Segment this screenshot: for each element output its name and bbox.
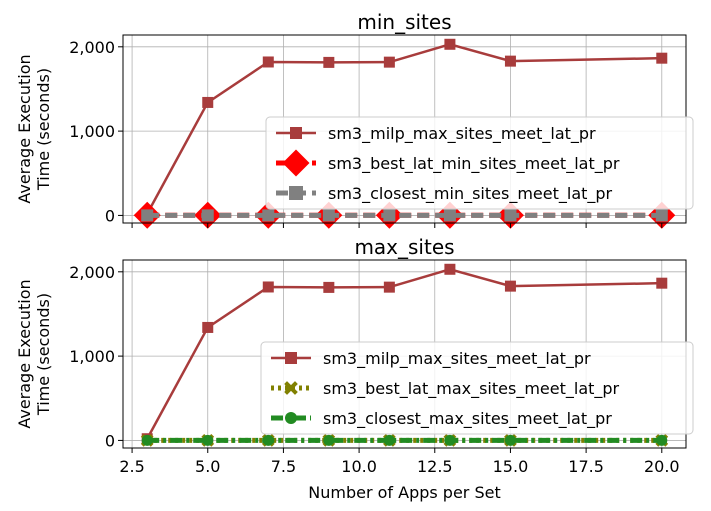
x-axis-label: Number of Apps per Set bbox=[308, 483, 500, 502]
x-tick-label: 17.5 bbox=[568, 457, 604, 476]
data-point bbox=[383, 209, 396, 222]
data-point bbox=[141, 209, 154, 222]
legend-marker bbox=[284, 381, 298, 395]
y-axis-label: Average ExecutionTime (seconds) bbox=[15, 279, 53, 428]
y-tick-label: 0 bbox=[105, 206, 115, 225]
legend-item: sm3_best_lat_max_sites_meet_lat_pr bbox=[271, 379, 620, 399]
legend-marker bbox=[290, 127, 302, 139]
data-point bbox=[656, 52, 668, 64]
legend-label: sm3_milp_max_sites_meet_lat_pr bbox=[323, 349, 591, 369]
series-line bbox=[146, 42, 662, 215]
x-tick-label: 20.0 bbox=[644, 457, 680, 476]
series-sm3-closest-min-sites-meet-lat-pr bbox=[141, 209, 668, 222]
data-point bbox=[202, 434, 214, 446]
data-point bbox=[323, 281, 335, 293]
legend-box bbox=[260, 341, 694, 435]
legend-marker bbox=[282, 149, 310, 177]
data-point bbox=[383, 434, 395, 446]
chart-title: max_sites bbox=[354, 235, 454, 259]
legend-label: sm3_closest_min_sites_meet_lat_pr bbox=[328, 184, 613, 204]
legend-item: sm3_milp_max_sites_meet_lat_pr bbox=[276, 124, 596, 144]
x-tick-label: 10.0 bbox=[341, 457, 377, 476]
data-point bbox=[202, 321, 214, 333]
data-point bbox=[202, 96, 214, 108]
legend-item: sm3_closest_min_sites_meet_lat_pr bbox=[276, 184, 613, 204]
legend: sm3_milp_max_sites_meet_lat_pr sm3_best_l… bbox=[260, 341, 694, 435]
data-point bbox=[323, 434, 335, 446]
y-tick-label: 1,000 bbox=[69, 347, 115, 366]
x-tick-label: 12.5 bbox=[417, 457, 453, 476]
legend-box bbox=[265, 116, 694, 210]
data-point bbox=[322, 209, 335, 222]
legend-item: sm3_best_lat_min_sites_meet_lat_pr bbox=[276, 149, 620, 177]
data-point bbox=[201, 209, 214, 222]
data-point bbox=[262, 281, 274, 293]
data-point bbox=[504, 280, 516, 292]
x-tick-label: 7.5 bbox=[271, 457, 296, 476]
data-point bbox=[323, 56, 335, 68]
legend-marker bbox=[285, 412, 297, 424]
x-tick-label: 5.0 bbox=[195, 457, 220, 476]
data-point bbox=[383, 56, 395, 68]
legend-label: sm3_best_lat_min_sites_meet_lat_pr bbox=[328, 154, 620, 174]
chart-panel-min-sites: 0 1,000 2,000 min_sites Average ExecutionTim… bbox=[15, 10, 694, 229]
legend-marker bbox=[285, 352, 297, 364]
legend: sm3_milp_max_sites_meet_lat_pr sm3_best_l… bbox=[265, 116, 694, 210]
data-point bbox=[504, 55, 516, 67]
data-point bbox=[504, 209, 517, 222]
legend-label: sm3_best_lat_max_sites_meet_lat_pr bbox=[323, 379, 620, 399]
legend-label: sm3_closest_max_sites_meet_lat_pr bbox=[323, 409, 612, 429]
y-tick-label: 0 bbox=[105, 431, 115, 450]
x-tick-label: 15.0 bbox=[493, 457, 529, 476]
legend-item: sm3_milp_max_sites_meet_lat_pr bbox=[271, 349, 591, 369]
legend-label: sm3_milp_max_sites_meet_lat_pr bbox=[328, 124, 596, 144]
data-point bbox=[141, 434, 153, 446]
legend-marker bbox=[289, 186, 303, 200]
data-point bbox=[443, 209, 456, 222]
data-point bbox=[262, 209, 275, 222]
series-line bbox=[146, 267, 662, 440]
chart-panel-max-sites: 0 1,000 2,000 2.5 5.0 7.5 10.0 12.5 15.0 17.5 20.0… bbox=[15, 235, 694, 502]
data-point bbox=[444, 263, 456, 275]
data-point bbox=[655, 209, 668, 222]
y-axis-label: Average ExecutionTime (seconds) bbox=[15, 54, 53, 203]
x-tick-label: 2.5 bbox=[119, 457, 144, 476]
data-point bbox=[444, 434, 456, 446]
y-tick-label: 2,000 bbox=[69, 263, 115, 282]
data-point bbox=[656, 277, 668, 289]
data-point bbox=[656, 434, 668, 446]
data-point bbox=[262, 56, 274, 68]
series-sm3-closest-max-sites-meet-lat-pr bbox=[141, 434, 668, 446]
legend-item: sm3_closest_max_sites_meet_lat_pr bbox=[271, 409, 612, 429]
y-tick-label: 2,000 bbox=[69, 38, 115, 57]
data-point bbox=[444, 38, 456, 50]
chart-title: min_sites bbox=[357, 10, 451, 34]
data-point bbox=[504, 434, 516, 446]
y-tick-label: 1,000 bbox=[69, 122, 115, 141]
data-point bbox=[262, 434, 274, 446]
data-point bbox=[383, 281, 395, 293]
